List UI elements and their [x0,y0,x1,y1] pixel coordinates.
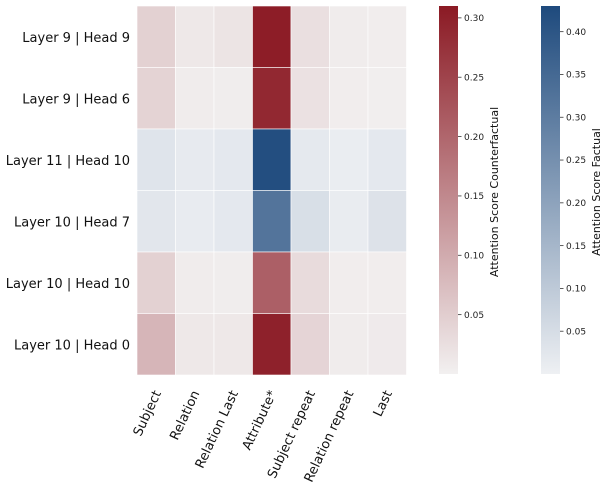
heatmap-cell [329,5,369,68]
heatmap-cell [136,313,176,376]
colorbar-factual [541,6,560,374]
heatmap-cell [175,190,215,253]
column-label: Relation [167,388,203,442]
colorbar-tick-label: 0.20 [566,199,586,209]
colorbar-tick-label: 0.05 [566,327,586,337]
heatmap-cell [252,5,292,68]
heatmap-cell [175,313,215,376]
heatmap-cell [136,128,176,191]
heatmap-cell [175,128,215,191]
colorbar-tick-label: 0.35 [566,71,586,81]
heatmap-cell [252,128,292,191]
heatmap-cell [290,67,330,130]
heatmap-cell [252,190,292,253]
heatmap-cell [213,5,253,68]
heatmap-cell [136,5,176,68]
heatmap-cell [213,251,253,314]
heatmap-cell [290,251,330,314]
row-label: Layer 11 | Head 10 [6,154,130,169]
heatmap-cell [213,128,253,191]
colorbar-tick-label: 0.10 [566,285,586,295]
heatmap-cell [367,128,407,191]
heatmap-cell [252,67,292,130]
heatmap-cell [367,190,407,253]
heatmap-cell [136,67,176,130]
heatmap-cell [367,5,407,68]
colorbar-label: Attention Score Factual [590,128,603,256]
row-label: Layer 9 | Head 6 [22,92,130,107]
colorbar-label: Attention Score Counterfactual [488,107,501,277]
heatmap-cell [175,5,215,68]
column-label: Last [371,388,396,419]
colorbar-tick-label: 0.15 [566,242,586,252]
heatmap-cell [252,313,292,376]
row-label: Layer 10 | Head 10 [6,277,130,292]
heatmap-cell [252,251,292,314]
colorbar-tick-label: 0.10 [464,251,484,261]
heatmap-cell [367,251,407,314]
heatmap-cell [213,67,253,130]
row-label: Layer 9 | Head 9 [22,31,130,46]
heatmap-cell [329,67,369,130]
heatmap-cell [290,128,330,191]
heatmap-cell [329,313,369,376]
heatmap-cell [136,251,176,314]
colorbar-tick-label: 0.05 [464,311,484,321]
heatmap-cell [136,190,176,253]
heatmap-cell [213,190,253,253]
column-label: Attribute* [240,388,281,453]
colorbar-tick-label: 0.40 [566,28,586,38]
heatmap-cell [175,67,215,130]
colorbar-tick-label: 0.15 [464,192,484,202]
colorbar-counterfactual [439,6,458,374]
heatmap-cell [290,313,330,376]
heatmap-cell [175,251,215,314]
column-label: Subject [131,388,165,438]
heatmap-cell [367,313,407,376]
heatmap-cell [329,251,369,314]
row-label: Layer 10 | Head 7 [14,215,130,230]
heatmap-cell [367,67,407,130]
colorbar-tick-label: 0.30 [566,113,586,123]
heatmap-cell [213,313,253,376]
heatmap-cell [329,190,369,253]
heatmap-cell [329,128,369,191]
colorbar-tick-label: 0.25 [566,156,586,166]
row-label: Layer 10 | Head 0 [14,338,130,353]
colorbar-tick-label: 0.30 [464,14,484,24]
colorbar-tick-label: 0.25 [464,73,484,83]
heatmap-cell [290,5,330,68]
heatmap-cell [290,190,330,253]
colorbar-tick-label: 0.20 [464,133,484,143]
